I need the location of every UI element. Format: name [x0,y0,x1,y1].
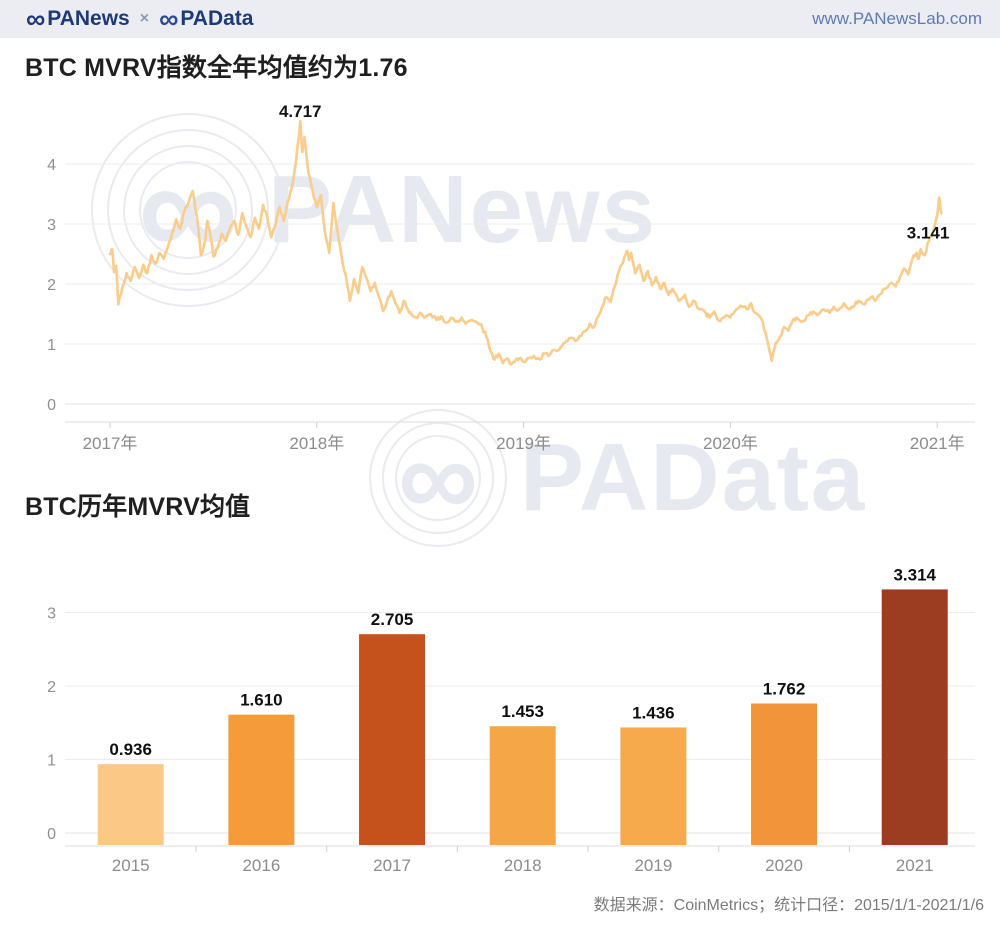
bar-x-tick: 2018 [504,856,542,875]
line-x-tick: 2018年 [289,434,344,453]
bar-x-tick: 2016 [242,856,280,875]
padata-watermark-text: PAData [520,424,866,531]
line-y-tick: 4 [47,157,56,174]
peak-annotation: 4.717 [279,102,322,121]
padata-watermark: ∞ PAData [369,409,866,547]
bar-y-tick: 2 [47,679,56,696]
line-x-tick: 2017年 [83,434,138,453]
bar-chart-series [97,589,948,845]
line-y-tick: 2 [47,277,56,294]
bar-y-tick: 0 [47,826,56,843]
brand-logos: ∞ PANews × ∞ PAData [26,4,254,34]
bar-value-label: 1.436 [632,703,675,722]
bar-value-label: 3.314 [893,565,936,584]
line-chart-series [108,119,943,366]
mvrv-bar-chart: 0 1 2 3 2015 2016 2017 2018 2019 2020 2021 0.936 1… [47,565,975,875]
bar-2018 [489,726,556,845]
line-y-tick: 3 [47,217,56,234]
bar-2015 [97,764,164,845]
line-chart-x-axis: 2017年 2018年 2019年 2020年 2021年 [65,421,975,453]
padata-logo: ∞ PAData [159,4,254,34]
bar-2017 [359,634,426,845]
line-y-tick: 1 [47,337,56,354]
bar-value-label: 2.705 [371,610,414,629]
padata-watermark-infinity-icon: ∞ [398,415,478,540]
data-source-note: 数据来源：CoinMetrics；统计口径：2015/1/1-2021/1/6 [593,897,984,914]
bar-value-label: 1.610 [240,691,283,710]
mvrv-line-series [108,119,943,366]
panews-watermark-infinity-icon: ∞ [138,130,238,287]
bar-y-tick: 3 [47,606,56,623]
bar-2019 [620,727,687,845]
padata-infinity-icon: ∞ [159,4,179,34]
padata-logo-text: PAData [180,7,254,30]
panews-infinity-icon: ∞ [26,4,46,34]
panews-watermark: ∞ PANews [91,113,657,307]
bar-x-tick: 2020 [765,856,803,875]
mvrv-line-chart: ∞ PANews 0 1 2 3 4 2017年 2018年 2019年 2020年 2021年… [47,102,975,453]
bar-value-label: 0.936 [109,740,152,759]
panews-logo-text: PANews [47,7,130,30]
bar-2020 [751,703,818,845]
line-x-tick: 2021年 [910,434,965,453]
bar-2021 [881,589,948,845]
bar-x-tick: 2017 [373,856,411,875]
line-x-tick: 2020年 [703,434,758,453]
line-x-tick: 2019年 [496,434,551,453]
bar-chart-value-labels: 0.936 1.610 2.705 1.453 1.436 1.762 3.314 [109,565,936,759]
latest-annotation: 3.141 [907,224,950,243]
line-chart-annotations: 4.717 3.141 [279,102,949,243]
bar-x-tick: 2021 [896,856,934,875]
line-chart-title: BTC MVRV指数全年均值约为1.76 [25,54,408,82]
logo-separator: × [139,10,150,27]
bar-y-tick: 1 [47,753,56,770]
website-url[interactable]: www.PANewsLab.com [812,9,982,28]
panews-watermark-text: PANews [268,156,657,263]
bar-2016 [228,714,295,845]
bar-value-label: 1.453 [501,702,544,721]
line-y-tick: 0 [47,397,56,414]
bar-value-label: 1.762 [763,679,806,698]
bar-x-tick: 2015 [112,856,150,875]
header-bar: ∞ PANews × ∞ PAData www.PANewsLab.com [0,0,1000,38]
bar-x-tick: 2019 [634,856,672,875]
bar-chart-x-axis: 2015 2016 2017 2018 2019 2020 2021 [65,845,975,875]
bar-chart-title: BTC历年MVRV均值 [25,493,251,521]
panews-logo: ∞ PANews [26,4,130,34]
line-chart-gridlines: 0 1 2 3 4 [47,157,975,414]
